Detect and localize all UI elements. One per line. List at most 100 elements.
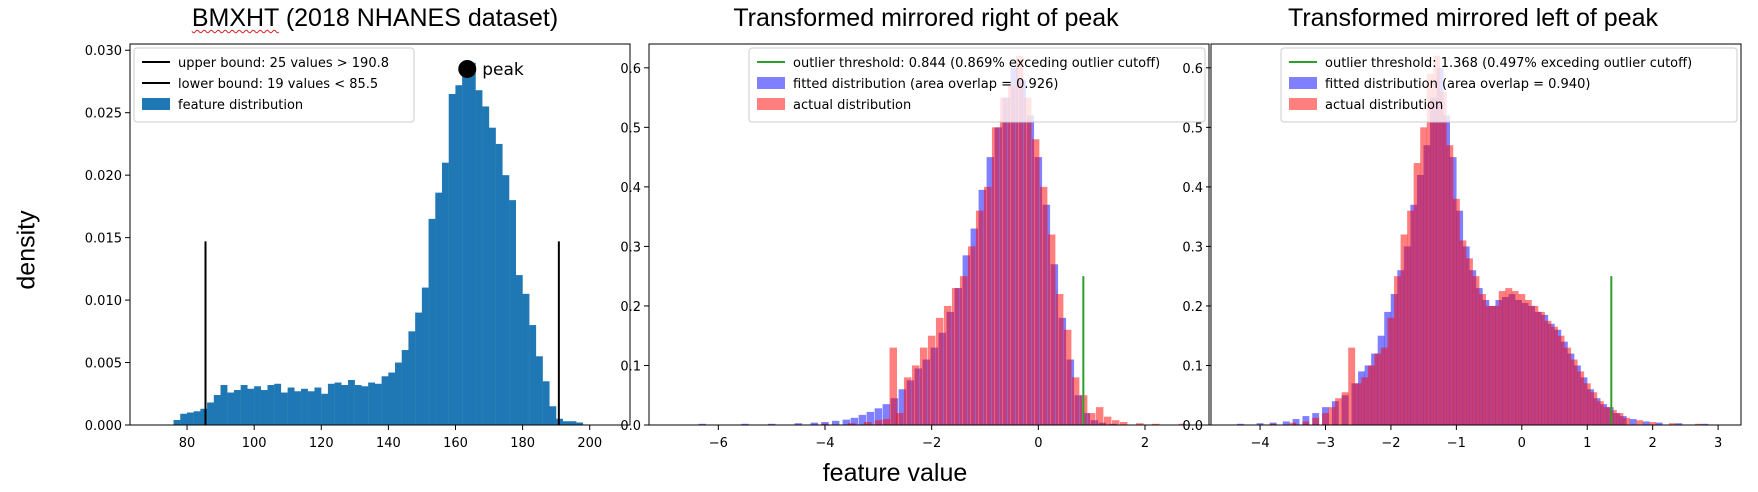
- histogram-bar: [1322, 413, 1329, 425]
- histogram-bar: [1623, 417, 1630, 425]
- histogram-bar: [1095, 407, 1104, 425]
- histogram-bar: [1328, 407, 1336, 425]
- histogram-bar: [999, 97, 1008, 425]
- histogram-bar: [468, 62, 476, 426]
- histogram-bar: [1387, 317, 1395, 425]
- histogram-bar: [294, 391, 302, 425]
- legend-entry: outlier threshold: 1.368 (0.497% excedin…: [1325, 56, 1692, 71]
- histogram-bar: [254, 386, 261, 425]
- legend-entry: actual distribution: [793, 98, 911, 113]
- histogram-bar: [1023, 97, 1032, 425]
- histogram-bar: [1479, 294, 1486, 425]
- histogram-bar: [1361, 377, 1369, 425]
- histogram-bar: [1446, 145, 1454, 425]
- histogram-bar: [1400, 234, 1408, 425]
- histogram-bar: [374, 383, 382, 425]
- histogram-bar: [354, 385, 362, 425]
- legend-entry: feature distribution: [178, 98, 303, 113]
- x-tick-label: 0: [1518, 436, 1526, 451]
- x-axis-label: feature value: [822, 459, 968, 487]
- x-tick-label: 0: [1034, 436, 1042, 451]
- histogram-bar: [388, 372, 396, 425]
- legend-patch-swatch: [1289, 98, 1317, 110]
- histogram-bar: [301, 388, 308, 425]
- histogram-bar: [1616, 413, 1624, 425]
- histogram-bar: [1596, 401, 1604, 425]
- legend-box: [1280, 47, 1738, 123]
- histogram-bar: [441, 162, 449, 426]
- histogram-bar: [991, 127, 1000, 425]
- histogram-bar: [280, 392, 288, 425]
- histogram-bar: [1433, 55, 1441, 425]
- histogram-bar: [173, 420, 181, 425]
- peak-marker: [458, 59, 477, 78]
- histogram-bar: [321, 393, 329, 425]
- y-tick-label: 0.4: [620, 181, 641, 196]
- x-tick-label: 200: [577, 436, 602, 451]
- chart-title-3: Transformed mirrored left of peak: [1287, 4, 1659, 32]
- axes-frame: [1210, 43, 1742, 426]
- histogram-bar: [307, 391, 315, 425]
- histogram-bar: [334, 382, 342, 425]
- x-tick-label: −2: [922, 436, 941, 451]
- y-tick-label: 0.2: [620, 300, 641, 315]
- histogram-bar: [408, 331, 416, 425]
- histogram-bar: [1452, 198, 1460, 425]
- series-2: [1269, 55, 1702, 425]
- legend: upper bound: 25 values > 190.8 lower boun…: [133, 47, 415, 123]
- histogram-bar: [240, 385, 248, 425]
- histogram-bar: [1151, 423, 1160, 425]
- histogram-bar: [381, 376, 389, 425]
- histogram-bar: [495, 143, 503, 425]
- histogram-bar: [233, 390, 241, 425]
- histogram-bar: [1544, 320, 1552, 425]
- histogram-bar: [1178, 423, 1187, 425]
- histogram-bar: [983, 186, 992, 425]
- y-tick-label: 0.0: [620, 419, 641, 434]
- legend-box: [133, 47, 415, 123]
- y-tick-label: 0.000: [85, 419, 122, 434]
- x-tick-label: 100: [242, 436, 267, 451]
- histogram-bar: [1302, 416, 1310, 425]
- histogram-bar: [1031, 139, 1040, 425]
- chart-title-1-suffix: (2018 NHANES dataset): [278, 4, 559, 32]
- chart-title-1-prefix: BMXHT: [191, 4, 279, 32]
- histogram-bar: [1135, 423, 1144, 425]
- histogram-bar: [1649, 422, 1657, 425]
- histogram-bar: [959, 276, 968, 425]
- histogram-bar: [415, 312, 423, 425]
- histogram-bar: [858, 414, 867, 425]
- histogram-bar: [927, 335, 936, 425]
- y-tick-label: 0.2: [1182, 300, 1203, 315]
- histogram-bar: [314, 387, 322, 425]
- y-tick-label: 0.5: [620, 121, 641, 136]
- legend-patch-swatch: [757, 77, 785, 89]
- y-tick-label: 0.1: [620, 359, 641, 374]
- x-tick-label: 3: [1714, 436, 1722, 451]
- x-tick-label: 160: [443, 436, 468, 451]
- histogram-bar: [1119, 422, 1128, 425]
- histogram-bar: [529, 325, 537, 425]
- histogram-bar: [1675, 423, 1683, 425]
- histogram-bar: [1577, 371, 1585, 425]
- histogram-bar: [898, 389, 907, 425]
- histogram-bar: [967, 246, 976, 425]
- histogram-bar: [200, 408, 208, 425]
- histogram-bar: [1537, 311, 1545, 425]
- histogram-bar: [576, 422, 584, 425]
- histogram-bar: [1007, 85, 1016, 425]
- x-tick-label: −4: [815, 436, 834, 451]
- histogram-bar: [327, 383, 335, 425]
- histogram-bar: [874, 420, 883, 425]
- histogram-bar: [569, 421, 577, 425]
- histogram-bar: [1055, 294, 1064, 425]
- axes-frame: [648, 43, 1210, 426]
- histogram-bar: [1103, 416, 1112, 425]
- x-tick-label: 2: [1141, 436, 1149, 451]
- histogram-bar: [1583, 383, 1591, 425]
- y-tick-label: 0.015: [85, 232, 122, 247]
- histogram-bar: [421, 287, 429, 425]
- histogram-bar: [207, 402, 214, 425]
